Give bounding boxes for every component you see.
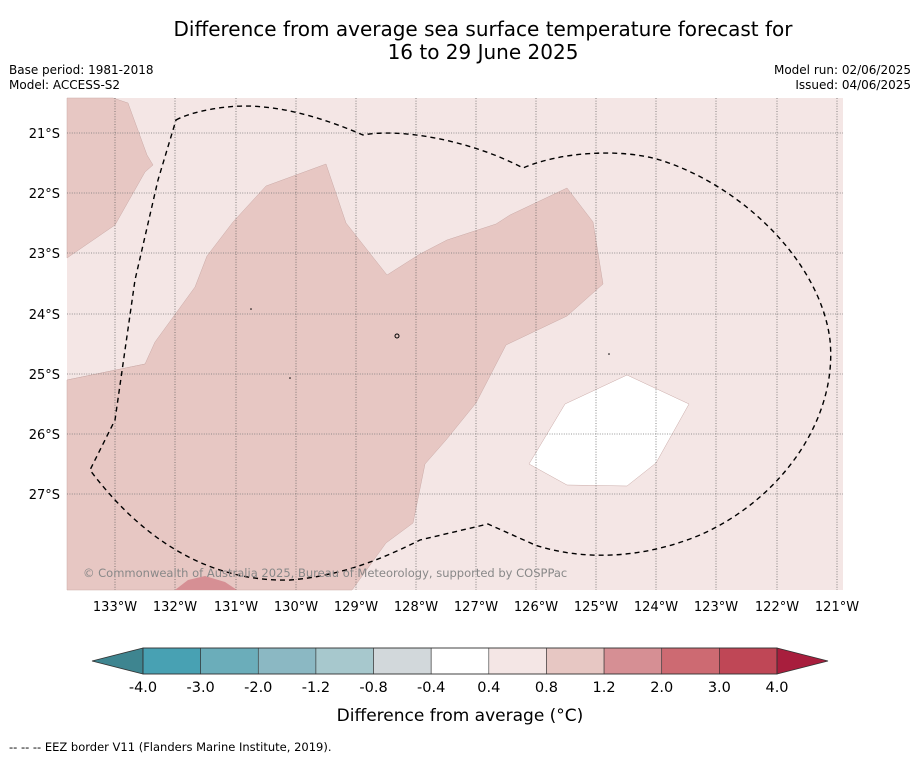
colorbar-segment xyxy=(142,647,201,675)
lon-label: 129°W xyxy=(334,600,378,615)
colorbar-segment xyxy=(430,647,490,675)
colorbar-segment xyxy=(257,647,317,675)
colorbar-segment xyxy=(546,647,605,675)
lon-label: 126°W xyxy=(514,600,558,615)
model-name: Model: ACCESS-S2 xyxy=(9,78,121,92)
colorbar-tick-label: -0.8 xyxy=(359,680,387,696)
colorbar-tick-label: 0.8 xyxy=(535,680,558,696)
copyright-notice: © Commonwealth of Australia 2025, Bureau… xyxy=(83,566,567,580)
colorbar-tick-label: 3.0 xyxy=(708,680,731,696)
colorbar-segment xyxy=(315,647,374,675)
island-marker xyxy=(250,308,252,310)
colorbar-tick-label: -1.2 xyxy=(302,680,330,696)
colorbar-frame xyxy=(142,647,778,675)
title-line-2: 16 to 29 June 2025 xyxy=(387,40,579,64)
colorbar-segment xyxy=(719,647,778,675)
colorbar-segment xyxy=(661,647,720,675)
colorbar-segment xyxy=(488,647,547,675)
lat-label: 26°S xyxy=(29,428,60,443)
colorbar-tick-label: -3.0 xyxy=(186,680,214,696)
island-marker xyxy=(289,377,291,379)
lat-label: 27°S xyxy=(29,488,60,503)
issued-date: Issued: 04/06/2025 xyxy=(795,78,911,92)
colorbar: -4.0 -3.0 -2.0 -1.2 -0.8 -0.4 0.4 0.8 1.2 2.0 3.0 4… xyxy=(91,647,829,726)
island-marker xyxy=(608,353,610,355)
meta-right: Model run: 02/06/2025 Issued: 04/06/2025 xyxy=(774,63,911,93)
map-area: © Commonwealth of Australia 2025, Bureau… xyxy=(66,97,843,591)
longitude-labels: 133°W 132°W 131°W 130°W 129°W 128°W 127°… xyxy=(93,600,859,615)
model-run: Model run: 02/06/2025 xyxy=(773,63,911,77)
lat-label: 21°S xyxy=(29,127,60,142)
colorbar-tick-label: -4.0 xyxy=(129,680,157,696)
latitude-labels: 21°S 22°S 23°S 24°S 25°S 26°S 27°S xyxy=(29,127,60,503)
base-period: Base period: 1981-2018 xyxy=(9,63,154,77)
colorbar-tick-label: -0.4 xyxy=(417,680,445,696)
lat-label: 24°S xyxy=(29,308,60,323)
lon-label: 123°W xyxy=(694,600,738,615)
lat-label: 25°S xyxy=(29,368,60,383)
lon-label: 133°W xyxy=(93,600,137,615)
meta-left: Base period: 1981-2018 Model: ACCESS-S2 xyxy=(9,63,154,93)
neutral-region xyxy=(528,374,690,487)
colorbar-tick-label: -2.0 xyxy=(244,680,272,696)
colorbar-segment xyxy=(603,647,663,675)
lon-label: 124°W xyxy=(634,600,678,615)
lon-label: 131°W xyxy=(214,600,258,615)
colorbar-tick-label: 4.0 xyxy=(765,680,788,696)
lon-label: 127°W xyxy=(454,600,498,615)
title-line-1: Difference from average sea surface temp… xyxy=(173,17,793,41)
colorbar-tick-label: 2.0 xyxy=(650,680,673,696)
colorbar-ticks: -4.0 -3.0 -2.0 -1.2 -0.8 -0.4 0.4 0.8 1.2 2.0 3.0 4… xyxy=(129,680,789,696)
warm-region-central xyxy=(66,163,604,591)
lon-label: 121°W xyxy=(815,600,859,615)
lon-label: 122°W xyxy=(755,600,799,615)
colorbar-label: Difference from average (°C) xyxy=(337,706,584,726)
lat-label: 22°S xyxy=(29,187,60,202)
warm-region-topleft xyxy=(66,97,154,259)
warmer-region-bottom xyxy=(175,576,237,590)
island-marker xyxy=(394,333,400,339)
eez-border xyxy=(89,105,832,581)
lon-label: 128°W xyxy=(394,600,438,615)
colorbar-tick-label: 0.4 xyxy=(477,680,500,696)
lon-label: 132°W xyxy=(153,600,197,615)
colorbar-tick-label: 1.2 xyxy=(593,680,616,696)
colorbar-segment xyxy=(373,647,432,675)
colorbar-over-triangle xyxy=(776,647,829,675)
colorbar-under-triangle xyxy=(91,647,144,675)
map-title: Difference from average sea surface temp… xyxy=(0,18,919,64)
colorbar-segments xyxy=(142,647,778,675)
eez-footnote: -- -- -- EEZ border V11 (Flanders Marine… xyxy=(9,740,332,754)
lon-label: 125°W xyxy=(574,600,618,615)
lon-label: 130°W xyxy=(274,600,318,615)
lat-label: 23°S xyxy=(29,247,60,262)
colorbar-segment xyxy=(200,647,259,675)
